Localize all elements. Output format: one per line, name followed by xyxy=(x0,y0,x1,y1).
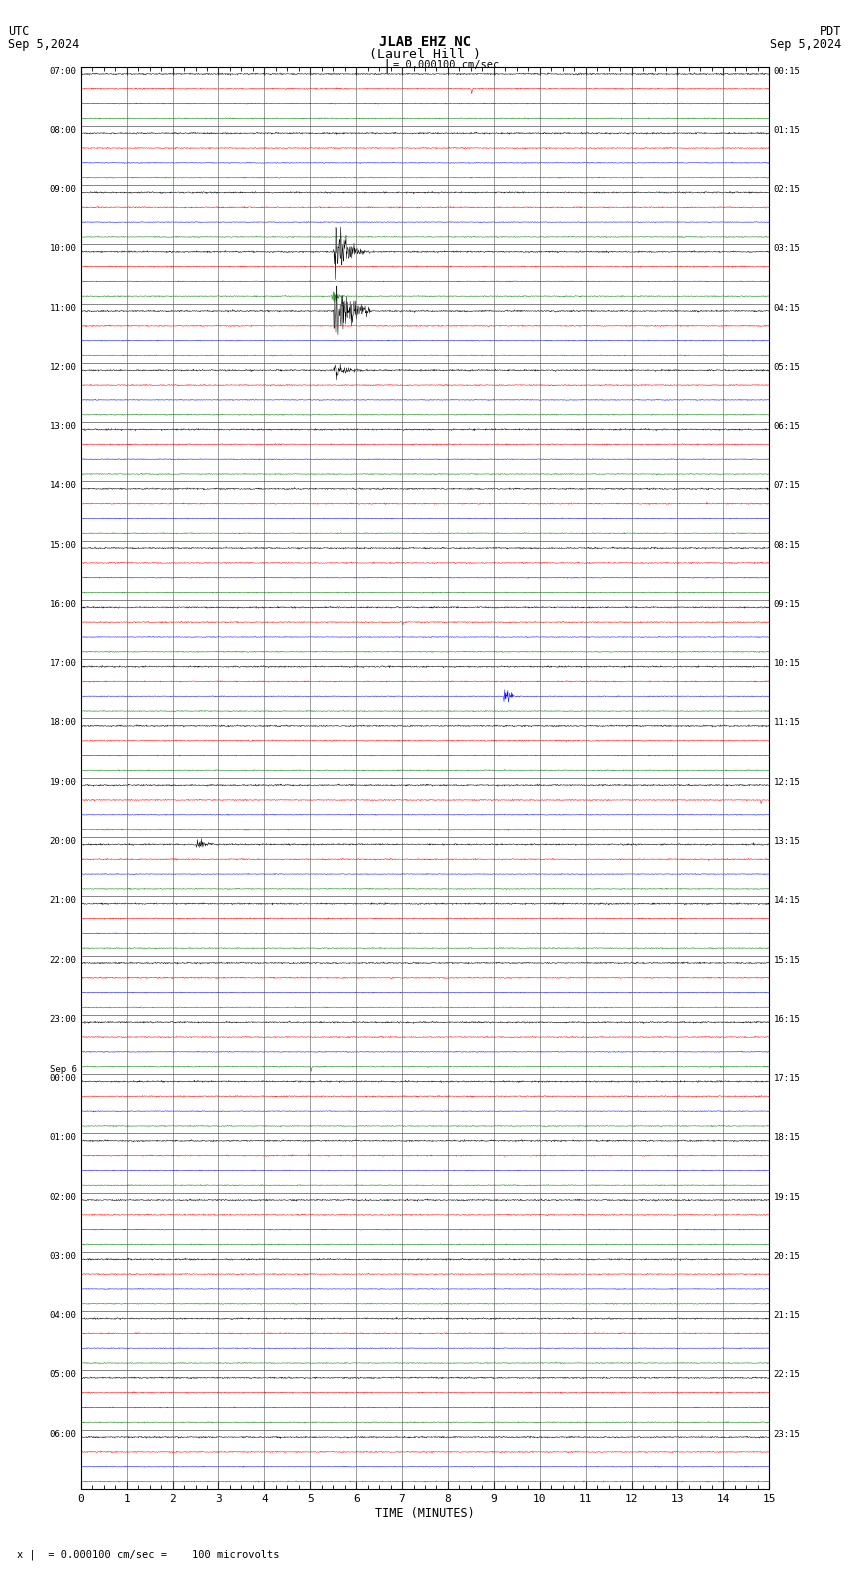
Text: 13:15: 13:15 xyxy=(774,836,801,846)
Text: 07:00: 07:00 xyxy=(49,67,76,76)
Text: 19:00: 19:00 xyxy=(49,778,76,787)
Text: Sep 6: Sep 6 xyxy=(49,1064,76,1074)
Text: 22:00: 22:00 xyxy=(49,955,76,965)
Text: 14:00: 14:00 xyxy=(49,482,76,491)
Text: 00:00: 00:00 xyxy=(49,1074,76,1083)
Text: 18:15: 18:15 xyxy=(774,1134,801,1142)
Text: = 0.000100 cm/sec: = 0.000100 cm/sec xyxy=(393,60,499,70)
Text: 02:00: 02:00 xyxy=(49,1193,76,1202)
Text: PDT: PDT xyxy=(820,25,842,38)
Text: 19:15: 19:15 xyxy=(774,1193,801,1202)
Text: 22:15: 22:15 xyxy=(774,1370,801,1380)
Text: 04:00: 04:00 xyxy=(49,1312,76,1319)
Text: 07:15: 07:15 xyxy=(774,482,801,491)
Text: 11:15: 11:15 xyxy=(774,719,801,727)
Text: 09:00: 09:00 xyxy=(49,185,76,195)
Text: 15:00: 15:00 xyxy=(49,540,76,550)
Text: Sep 5,2024: Sep 5,2024 xyxy=(770,38,842,51)
Text: 08:00: 08:00 xyxy=(49,125,76,135)
Text: 17:15: 17:15 xyxy=(774,1074,801,1083)
Text: 16:00: 16:00 xyxy=(49,600,76,608)
X-axis label: TIME (MINUTES): TIME (MINUTES) xyxy=(375,1506,475,1519)
Text: 14:15: 14:15 xyxy=(774,897,801,906)
Text: JLAB EHZ NC: JLAB EHZ NC xyxy=(379,35,471,49)
Text: 10:00: 10:00 xyxy=(49,244,76,253)
Text: 20:00: 20:00 xyxy=(49,836,76,846)
Text: x |  = 0.000100 cm/sec =    100 microvolts: x | = 0.000100 cm/sec = 100 microvolts xyxy=(17,1549,280,1560)
Text: 17:00: 17:00 xyxy=(49,659,76,668)
Text: 21:15: 21:15 xyxy=(774,1312,801,1319)
Text: 05:00: 05:00 xyxy=(49,1370,76,1380)
Text: 13:00: 13:00 xyxy=(49,421,76,431)
Text: 05:15: 05:15 xyxy=(774,363,801,372)
Text: 16:15: 16:15 xyxy=(774,1015,801,1023)
Text: Sep 5,2024: Sep 5,2024 xyxy=(8,38,80,51)
Text: 23:00: 23:00 xyxy=(49,1015,76,1023)
Text: 00:15: 00:15 xyxy=(774,67,801,76)
Text: 01:15: 01:15 xyxy=(774,125,801,135)
Text: 02:15: 02:15 xyxy=(774,185,801,195)
Text: 21:00: 21:00 xyxy=(49,897,76,906)
Text: 03:15: 03:15 xyxy=(774,244,801,253)
Text: 10:15: 10:15 xyxy=(774,659,801,668)
Text: 20:15: 20:15 xyxy=(774,1251,801,1261)
Text: 04:15: 04:15 xyxy=(774,304,801,312)
Text: 06:00: 06:00 xyxy=(49,1430,76,1438)
Text: 09:15: 09:15 xyxy=(774,600,801,608)
Text: 06:15: 06:15 xyxy=(774,421,801,431)
Text: 15:15: 15:15 xyxy=(774,955,801,965)
Text: 23:15: 23:15 xyxy=(774,1430,801,1438)
Text: 18:00: 18:00 xyxy=(49,719,76,727)
Text: 12:00: 12:00 xyxy=(49,363,76,372)
Text: 01:00: 01:00 xyxy=(49,1134,76,1142)
Text: UTC: UTC xyxy=(8,25,30,38)
Text: 12:15: 12:15 xyxy=(774,778,801,787)
Text: (Laurel Hill ): (Laurel Hill ) xyxy=(369,48,481,60)
Text: 08:15: 08:15 xyxy=(774,540,801,550)
Text: 11:00: 11:00 xyxy=(49,304,76,312)
Text: 03:00: 03:00 xyxy=(49,1251,76,1261)
Text: |: | xyxy=(382,59,391,73)
